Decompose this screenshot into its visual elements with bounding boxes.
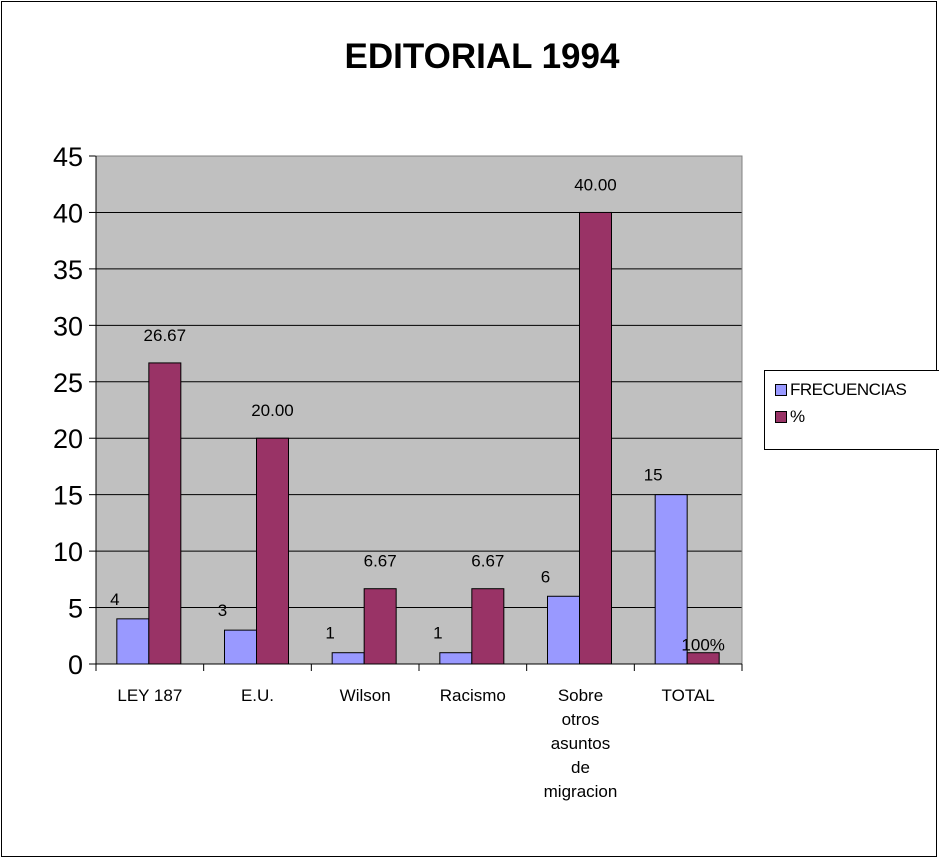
data-label: 6: [541, 567, 550, 586]
legend-label-frecuencias: FRECUENCIAS: [790, 380, 907, 399]
bar: [686, 652, 720, 665]
bar: [331, 652, 365, 665]
bar: [116, 618, 150, 665]
y-tick-label: 40: [53, 198, 83, 228]
x-tick-label: asuntos: [551, 734, 611, 753]
chart-title: EDITORIAL 1994: [345, 37, 620, 76]
y-tick-label: 15: [53, 481, 83, 511]
legend-item-percent: %: [775, 407, 805, 427]
bar: [471, 588, 505, 665]
y-tick-label: 45: [53, 142, 83, 172]
x-tick-label: LEY 187: [117, 686, 182, 705]
data-label: 1: [325, 624, 334, 643]
y-tick-label: 30: [53, 311, 83, 341]
x-tick-label: migracion: [544, 782, 618, 801]
y-tick-label: 35: [53, 255, 83, 285]
x-tick-label: Sobre: [558, 686, 603, 705]
y-tick-label: 5: [68, 594, 83, 624]
data-label: 6.67: [364, 552, 397, 571]
y-tick-label: 10: [53, 537, 83, 567]
bar: [363, 588, 397, 665]
data-label: 1: [433, 624, 442, 643]
x-tick-label: de: [571, 758, 590, 777]
data-label: 100%: [681, 636, 724, 655]
plot-area: [96, 156, 742, 664]
data-label: 4: [110, 590, 119, 609]
bar: [579, 211, 612, 665]
x-tick-label: Wilson: [340, 686, 391, 705]
bar: [439, 652, 473, 665]
legend-label-percent: %: [790, 407, 805, 426]
data-label: 40.00: [574, 175, 617, 194]
y-tick-label: 25: [53, 368, 83, 398]
x-tick-label: otros: [562, 710, 600, 729]
legend-item-frecuencias: FRECUENCIAS: [775, 380, 907, 400]
x-tick-label: Racismo: [440, 686, 506, 705]
legend-swatch-percent: [775, 411, 787, 423]
data-label: 26.67: [144, 326, 187, 345]
legend: FRECUENCIAS %: [764, 370, 939, 450]
bar: [654, 494, 688, 665]
bar: [224, 629, 257, 665]
data-label: 15: [644, 466, 663, 485]
y-tick-label: 20: [53, 424, 83, 454]
x-tick-label: E.U.: [241, 686, 274, 705]
bar: [547, 595, 580, 665]
bar: [256, 437, 289, 665]
data-label: 6.67: [471, 552, 504, 571]
x-tick-label: TOTAL: [662, 686, 715, 705]
data-label: 20.00: [251, 401, 294, 420]
data-label: 3: [218, 601, 227, 620]
y-tick-label: 0: [68, 650, 83, 680]
legend-swatch-frecuencias: [775, 384, 787, 396]
bar: [148, 362, 182, 665]
